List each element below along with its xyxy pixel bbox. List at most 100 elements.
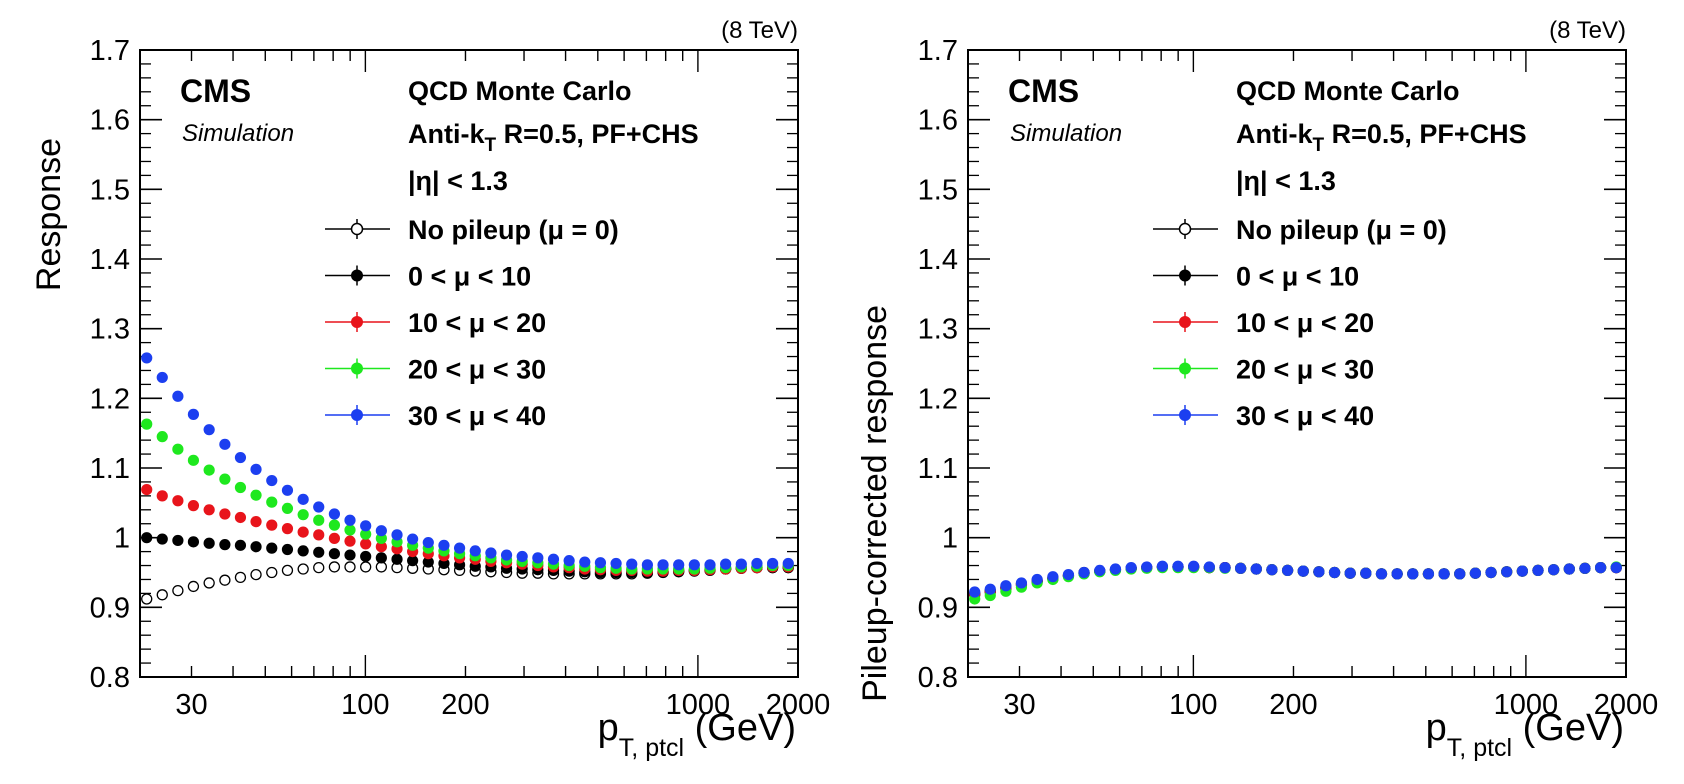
x-tick-label: 2000 (766, 689, 831, 721)
y-axis: 0.8 0.9 1 1.1 1.2 1.3 1.4 1.5 1.6 1.7 (918, 35, 1626, 694)
legend-entry: 10 < μ < 20 (1153, 308, 1374, 338)
data-point (1172, 560, 1184, 572)
series-5 (141, 352, 794, 571)
data-point (1203, 561, 1215, 573)
legend-label: No pileup (μ = 0) (1236, 215, 1447, 245)
data-point (141, 483, 153, 496)
data-point (1610, 562, 1622, 574)
data-point (579, 556, 591, 568)
data-point (688, 559, 700, 571)
y-tick-label: 1.2 (918, 383, 958, 415)
data-point (1469, 567, 1481, 579)
data-point (1501, 566, 1513, 578)
legend-entry: 0 < μ < 10 (325, 262, 531, 292)
data-point (1313, 566, 1325, 578)
data-point (469, 545, 481, 557)
data-point (313, 529, 325, 541)
y-tick-label: 1.1 (90, 453, 130, 485)
data-point (250, 516, 262, 528)
legend-label: 30 < μ < 40 (1236, 401, 1374, 431)
legend-entry: No pileup (μ = 0) (1153, 215, 1447, 245)
data-point (1344, 567, 1356, 579)
data-point (297, 563, 309, 575)
panel-2: 0.8 0.9 1 1.1 1.2 1.3 1.4 1.5 1.6 1.7 30 100 200 1000… (856, 17, 1658, 762)
legend-marker (351, 362, 363, 375)
data-point (313, 514, 325, 526)
y-tick-label: 1.4 (90, 244, 130, 276)
data-point (234, 539, 247, 551)
legend: No pileup (μ = 0) 0 < μ < 10 10 < μ < 20 20… (1153, 215, 1447, 431)
data-point (453, 542, 466, 554)
data-point (767, 557, 779, 570)
data-points (969, 560, 1622, 605)
data-point (266, 542, 278, 554)
data-point (297, 493, 309, 505)
legend: No pileup (μ = 0) 0 < μ < 10 10 < μ < 20 20… (325, 215, 619, 431)
data-point (344, 514, 356, 526)
data-point (313, 561, 325, 574)
data-point (1125, 562, 1137, 574)
data-point (172, 443, 184, 455)
y-tick-label: 0.8 (90, 662, 130, 694)
data-point (234, 451, 247, 464)
x-axis-label-symbol: p (598, 707, 619, 749)
data-point (234, 481, 247, 494)
data-point (313, 546, 325, 558)
data-point (266, 474, 278, 487)
data-point (281, 502, 294, 515)
data-point (1391, 568, 1403, 580)
algorithm-label-suffix: R=0.5, PF+CHS (496, 119, 699, 149)
data-point (219, 473, 231, 485)
data-point (219, 508, 231, 520)
data-point (328, 548, 341, 560)
data-point (328, 508, 341, 520)
legend-label: 10 < μ < 20 (408, 308, 546, 338)
algorithm-label-suffix: R=0.5, PF+CHS (1324, 119, 1527, 149)
data-point (594, 557, 607, 569)
data-point (328, 519, 341, 531)
data-point (328, 532, 341, 544)
data-point (422, 536, 434, 549)
data-point (516, 550, 528, 563)
legend-marker (1179, 409, 1191, 421)
legend-entry: No pileup (μ = 0) (325, 215, 619, 245)
legend-label: 30 < μ < 40 (408, 401, 546, 431)
data-point (438, 539, 450, 551)
x-axis: 30 100 200 1000 2000 (175, 50, 830, 721)
data-point (156, 490, 168, 502)
data-point (297, 545, 309, 557)
data-point (1000, 580, 1012, 592)
energy-label: (8 TeV) (721, 17, 798, 44)
data-point (203, 424, 215, 436)
data-point (1219, 562, 1231, 574)
y-tick-label: 0.9 (918, 592, 958, 624)
legend-entry: 30 < μ < 40 (325, 401, 546, 431)
plot-frame (139, 49, 799, 678)
data-point (172, 390, 184, 402)
data-point (1141, 561, 1153, 573)
algorithm-label: Anti-kT R=0.5, PF+CHS (1236, 119, 1527, 156)
data-point (360, 550, 372, 563)
y-tick-label: 1.7 (90, 35, 130, 67)
panel-1: 0.8 0.9 1 1.1 1.2 1.3 1.4 1.5 1.6 1.7 30 100 200 1000… (30, 17, 830, 762)
data-point (1156, 560, 1169, 572)
data-point (720, 558, 732, 570)
data-point (141, 593, 153, 605)
data-point (1235, 562, 1247, 574)
data-point (203, 464, 215, 476)
data-point (156, 533, 168, 545)
data-point (1360, 567, 1372, 579)
data-points (141, 352, 794, 605)
algorithm-label-subscript: T (485, 135, 497, 156)
data-point (281, 543, 294, 556)
data-point (266, 566, 278, 579)
legend-entry: 30 < μ < 40 (1153, 401, 1374, 431)
legend-label: 20 < μ < 30 (1236, 355, 1374, 385)
data-point (156, 371, 168, 384)
data-point (500, 549, 513, 561)
data-point (141, 532, 153, 544)
x-tick-label: 30 (1003, 689, 1035, 721)
data-point (1563, 563, 1575, 575)
y-tick-label: 1.3 (918, 314, 958, 346)
